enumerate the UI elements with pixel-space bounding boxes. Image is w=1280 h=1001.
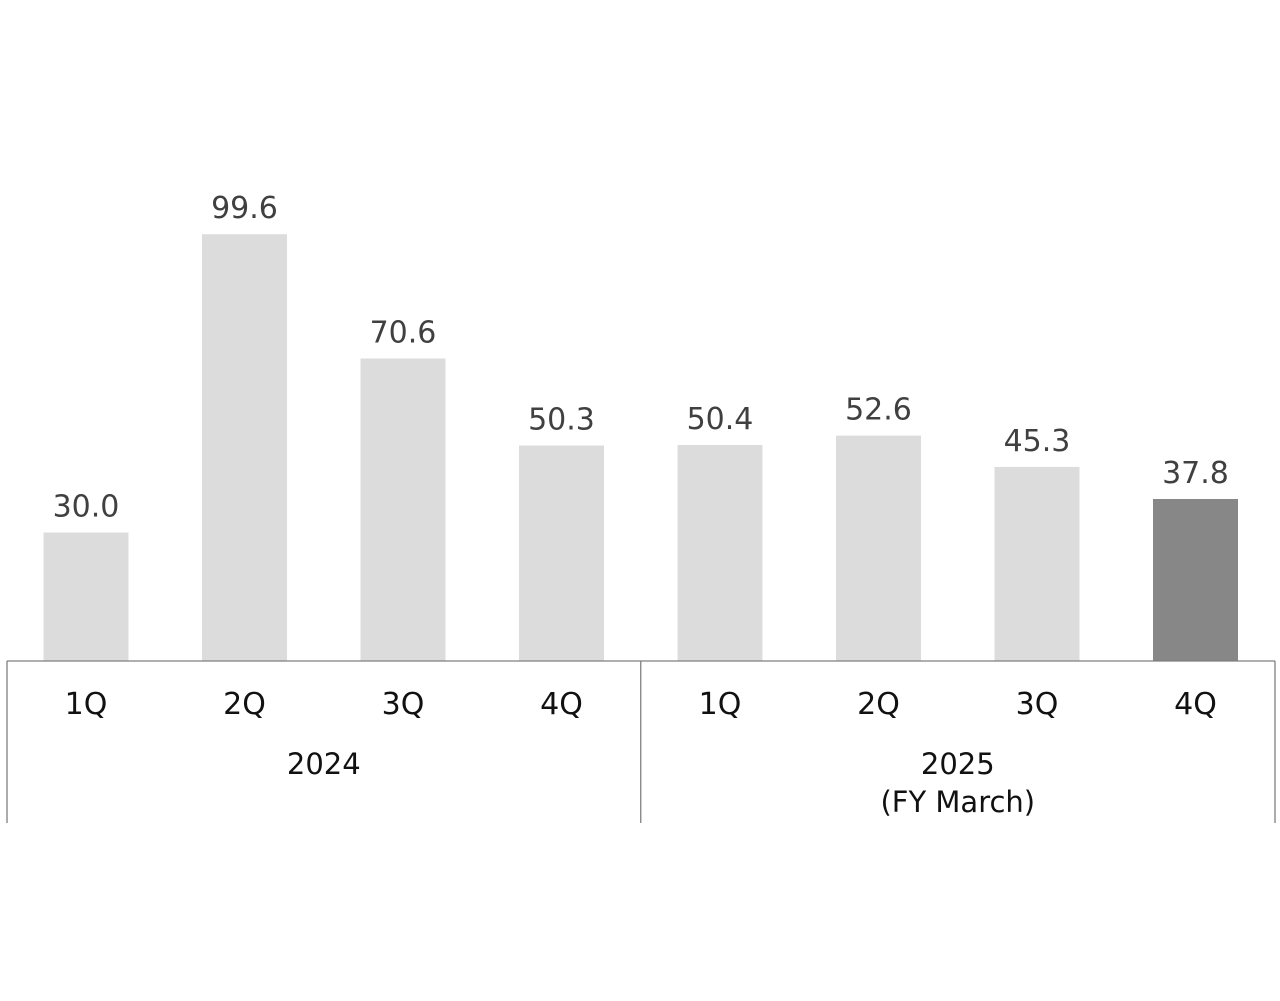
- category-tick-label: 4Q: [1174, 687, 1217, 722]
- bar-value-label: 99.6: [211, 191, 278, 226]
- group-label: 2024: [287, 747, 361, 781]
- category-tick-label: 1Q: [699, 687, 742, 722]
- bar: [202, 234, 287, 661]
- bar: [519, 445, 604, 661]
- category-tick-label: 4Q: [540, 687, 583, 722]
- bar: [43, 532, 129, 662]
- category-tick-labels: 1Q 2Q 3Q 4Q 1Q 2Q 3Q 4Q: [65, 687, 1217, 722]
- bar-value-label: 37.8: [1162, 456, 1229, 491]
- bar-value-label: 30.0: [53, 490, 120, 525]
- bar-value-label: 50.4: [687, 402, 754, 437]
- value-labels: 30.0 99.6 70.6 50.3 50.4 52.6 45.3 37.8: [53, 191, 1229, 524]
- bars: [43, 234, 1238, 662]
- bar: [677, 445, 763, 661]
- bar-value-label: 50.3: [528, 403, 595, 438]
- bar-value-label: 70.6: [370, 316, 437, 351]
- category-tick-label: 3Q: [1016, 687, 1059, 722]
- category-tick-label: 1Q: [65, 687, 108, 722]
- bar-value-label: 45.3: [1004, 424, 1071, 459]
- group-label: 2025: [921, 747, 995, 781]
- bar: [1153, 499, 1238, 661]
- category-tick-label: 2Q: [857, 687, 900, 722]
- group-labels: 2024 2025 (FY March): [287, 747, 1035, 819]
- bar: [836, 435, 921, 661]
- category-axis: [6, 660, 1276, 823]
- bar-value-label: 52.6: [845, 393, 912, 428]
- group-label: (FY March): [880, 785, 1035, 819]
- category-tick-label: 3Q: [382, 687, 425, 722]
- bar: [994, 466, 1080, 661]
- bar: [360, 358, 446, 661]
- category-tick-label: 2Q: [223, 687, 266, 722]
